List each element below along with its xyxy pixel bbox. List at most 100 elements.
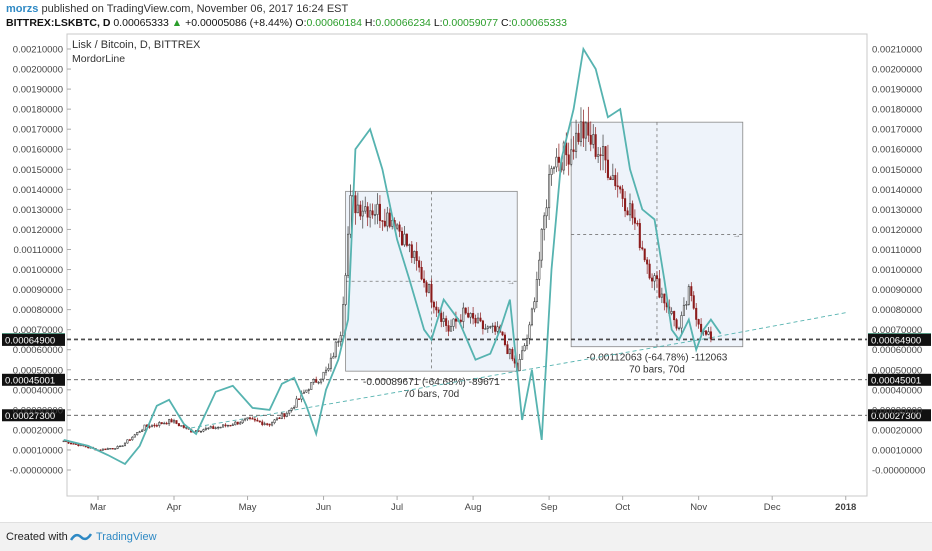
candle-body <box>148 426 151 428</box>
candle-body <box>462 307 465 322</box>
y-tick-label-right: 0.00080000 <box>872 305 922 316</box>
candle-body <box>535 279 538 302</box>
candle-body <box>653 275 656 282</box>
candle-body <box>584 122 587 139</box>
tradingview-link[interactable]: TradingView <box>96 531 157 543</box>
candle-body <box>251 418 254 420</box>
candle-body <box>258 420 261 423</box>
candle-body <box>496 326 499 332</box>
y-tick-label-right: 0.00210000 <box>872 45 922 56</box>
candle-body <box>155 425 158 427</box>
price-tag-label: 0.00027300 <box>871 411 921 422</box>
candle-body <box>182 425 185 428</box>
y-tick-label-left: -0.00000000 <box>10 466 63 477</box>
candle-body <box>104 448 107 451</box>
candle-body <box>283 413 286 417</box>
candle-body <box>587 122 590 136</box>
y-tick-label-right: 0.00100000 <box>872 265 922 276</box>
candle-body <box>685 304 688 306</box>
candle-body <box>158 422 161 426</box>
candle-body <box>226 424 229 427</box>
candle-body <box>332 356 335 359</box>
candle-body <box>550 168 553 175</box>
candle-body <box>528 324 531 339</box>
low-label: L: <box>433 17 443 29</box>
candle-body <box>236 421 239 425</box>
candle-body <box>214 427 217 429</box>
candle-body <box>440 312 443 322</box>
candle-body <box>648 263 651 279</box>
x-tick-label: 2018 <box>835 502 856 513</box>
price-tag <box>868 333 931 346</box>
y-tick-label-left: 0.00030000 <box>13 405 63 416</box>
candle-body <box>271 422 274 426</box>
y-tick-label-right: 0.00020000 <box>872 425 922 436</box>
candle-body <box>619 186 622 190</box>
x-tick-label: Jul <box>391 502 403 513</box>
candle-body <box>467 312 470 318</box>
candle-body <box>273 419 276 424</box>
candle-body <box>62 440 65 443</box>
y-tick-label-left: 0.00130000 <box>13 205 63 216</box>
candle-body <box>405 233 408 246</box>
candle-body <box>425 282 428 293</box>
price-tag <box>868 409 931 422</box>
x-tick-label: Oct <box>615 502 630 513</box>
y-tick-label-left: 0.00200000 <box>13 65 63 76</box>
candle-body <box>449 326 453 332</box>
candle-body <box>150 424 153 428</box>
trend-line <box>710 312 846 339</box>
candle-body <box>459 319 462 322</box>
axes: 0.00210000 0.00210000 0.00200000 0.00200000… <box>10 45 926 514</box>
candle-body <box>275 417 279 421</box>
candle-body <box>202 429 205 432</box>
candle-body <box>474 317 477 324</box>
candle-body <box>337 341 340 343</box>
candle-body <box>106 448 109 450</box>
candle-body <box>631 203 634 219</box>
price-tag <box>868 373 931 386</box>
candle-body <box>366 206 369 218</box>
author-link[interactable]: morzs <box>6 3 39 15</box>
x-tick-label: May <box>239 502 257 513</box>
candle-body <box>163 422 166 425</box>
candle-body <box>697 319 700 325</box>
y-tick-label-left: 0.00050000 <box>13 365 63 376</box>
y-tick-label-left: 0.00210000 <box>13 45 63 56</box>
y-tick-label-left: 0.00120000 <box>13 225 63 236</box>
candle-body <box>518 359 521 372</box>
candle-body <box>378 203 381 221</box>
candle-body <box>295 398 298 408</box>
candle-body <box>660 293 663 298</box>
chart-title: Lisk / Bitcoin, D, BITTREX <box>72 39 201 51</box>
candle-body <box>153 424 156 427</box>
candle-body <box>658 278 661 298</box>
candle-body <box>523 345 526 352</box>
candle-body <box>624 198 627 212</box>
candle-body <box>709 331 712 340</box>
tradingview-logo-icon <box>70 533 92 541</box>
candle-body <box>592 134 595 145</box>
candle-body <box>494 325 497 332</box>
candle-body <box>109 448 112 450</box>
candle-body <box>131 436 134 441</box>
y-tick-label-right: 0.00180000 <box>872 105 922 116</box>
candle-body <box>707 331 710 335</box>
candle-body <box>670 311 673 314</box>
candle-body <box>398 224 401 232</box>
candle-body <box>293 406 296 409</box>
price-tag-label: 0.00045001 <box>5 375 55 386</box>
candle-body <box>317 381 320 384</box>
candle-body <box>354 195 357 214</box>
candle-body <box>552 166 556 169</box>
candle-body <box>126 439 129 444</box>
candle-body <box>371 210 374 216</box>
open-label: O: <box>295 17 307 29</box>
candle-body <box>280 413 283 419</box>
low-value: 0.00059077 <box>442 17 499 29</box>
candle-body <box>570 149 573 165</box>
candle-body <box>138 431 141 433</box>
candle-body <box>491 325 494 328</box>
candle-body <box>180 425 183 427</box>
